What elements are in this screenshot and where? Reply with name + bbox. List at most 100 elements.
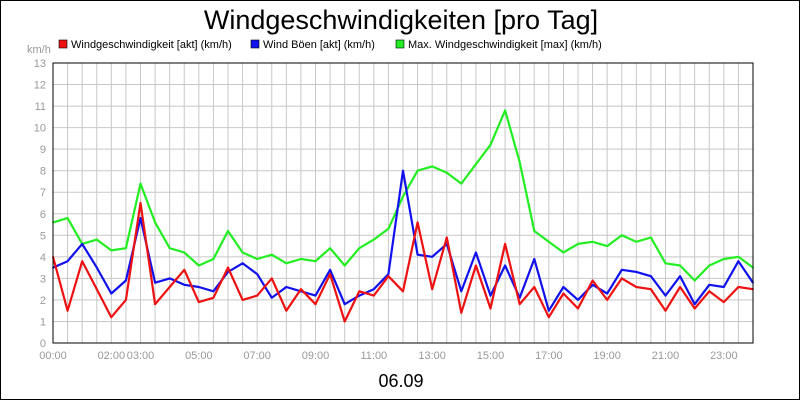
data-point-1: [241, 262, 244, 265]
y-tick-label: 4: [40, 252, 46, 264]
data-point-0: [95, 288, 98, 291]
data-point-2: [387, 227, 390, 230]
data-point-0: [650, 288, 652, 291]
data-point-2: [241, 251, 244, 254]
data-point-1: [81, 243, 84, 245]
data-point-0: [241, 299, 244, 301]
data-point-1: [664, 294, 667, 297]
data-point-2: [650, 236, 652, 239]
data-point-2: [591, 240, 594, 243]
data-point-1: [679, 275, 681, 278]
data-point-0: [197, 301, 200, 303]
y-tick-label: 10: [34, 123, 46, 135]
data-point-2: [679, 264, 681, 267]
data-point-0: [693, 307, 696, 310]
data-point-2: [664, 262, 667, 265]
plot-border: [52, 62, 754, 344]
data-point-0: [212, 296, 215, 299]
data-point-0: [314, 303, 317, 306]
x-tick-label: 00:00: [39, 350, 67, 362]
data-point-2: [110, 249, 113, 252]
data-point-1: [533, 258, 536, 260]
data-point-0: [722, 301, 725, 303]
data-point-1: [620, 268, 623, 271]
data-point-1: [168, 277, 171, 280]
data-point-1: [95, 266, 98, 269]
data-point-2: [402, 195, 404, 198]
data-point-1: [591, 283, 594, 286]
data-point-2: [197, 264, 200, 267]
data-point-2: [358, 247, 361, 250]
y-tick-label: 0: [40, 338, 46, 350]
data-point-2: [737, 255, 740, 258]
y-tick-label: 2: [40, 295, 46, 307]
x-tick-label: 09:00: [302, 350, 330, 362]
data-point-0: [285, 309, 288, 312]
y-tick-label: 12: [34, 80, 46, 92]
data-point-2: [562, 251, 565, 254]
data-point-2: [95, 238, 98, 241]
data-point-0: [475, 264, 477, 267]
data-point-1: [708, 283, 711, 286]
data-point-1: [504, 264, 506, 267]
data-point-1: [562, 286, 565, 288]
data-point-1: [110, 292, 113, 295]
data-point-0: [577, 307, 579, 310]
data-point-1: [227, 271, 229, 273]
data-point-2: [577, 243, 579, 245]
data-point-0: [125, 299, 127, 301]
data-point-0: [664, 309, 667, 312]
data-point-0: [416, 221, 419, 224]
data-point-2: [416, 169, 419, 172]
y-tick-label: 1: [40, 316, 46, 328]
x-tick-label: 15:00: [477, 350, 505, 362]
data-point-1: [358, 294, 361, 297]
data-point-2: [445, 171, 448, 174]
data-point-2: [722, 258, 725, 260]
data-point-2: [547, 240, 550, 243]
x-tick-labels: 00:00 02:00 03:00 05:00 07:00 09:00 11:00 13:00…: [39, 350, 737, 362]
x-tick-label: 23:00: [710, 350, 738, 362]
data-point-2: [372, 238, 375, 241]
data-point-2: [314, 260, 317, 263]
data-point-2: [168, 247, 171, 250]
data-point-2: [606, 245, 609, 247]
x-tick-label: 05:00: [185, 350, 213, 362]
data-point-0: [606, 299, 609, 301]
data-point-2: [285, 262, 288, 265]
y-tick-label: 8: [40, 166, 46, 178]
data-point-1: [329, 268, 331, 271]
data-point-2: [329, 247, 331, 250]
data-point-2: [139, 182, 142, 185]
y-tick-label: 11: [35, 101, 46, 113]
data-point-0: [300, 288, 302, 291]
data-point-2: [620, 234, 623, 237]
legend: Windgeschwindigkeit [akt] (km/h) Wind Böe…: [58, 39, 602, 51]
data-point-2: [154, 221, 156, 224]
data-point-1: [285, 286, 288, 288]
data-point-1: [577, 299, 579, 301]
data-point-1: [722, 286, 725, 288]
data-point-1: [66, 260, 69, 263]
data-point-1: [431, 255, 434, 258]
legend-swatch: [395, 39, 405, 49]
data-point-0: [431, 288, 434, 291]
y-tick-label: 5: [40, 230, 46, 242]
data-point-0: [518, 303, 521, 306]
legend-swatch: [250, 39, 260, 49]
data-point-0: [635, 286, 638, 288]
x-tick-label: 03:00: [127, 350, 155, 362]
data-point-2: [343, 264, 346, 267]
legend-label: Max. Windgeschwindigkeit [max] (km/h): [408, 39, 602, 51]
y-tick-label: 3: [40, 273, 46, 285]
x-tick-label: 02:00: [98, 350, 126, 362]
data-point-2: [518, 161, 521, 163]
y-axis-unit-label: km/h: [27, 44, 51, 56]
data-point-1: [547, 309, 550, 312]
legend-label: Windgeschwindigkeit [akt] (km/h): [71, 39, 232, 51]
data-point-1: [693, 303, 696, 306]
y-tick-label: 9: [40, 144, 46, 156]
data-point-0: [139, 202, 142, 204]
data-point-0: [620, 277, 623, 280]
